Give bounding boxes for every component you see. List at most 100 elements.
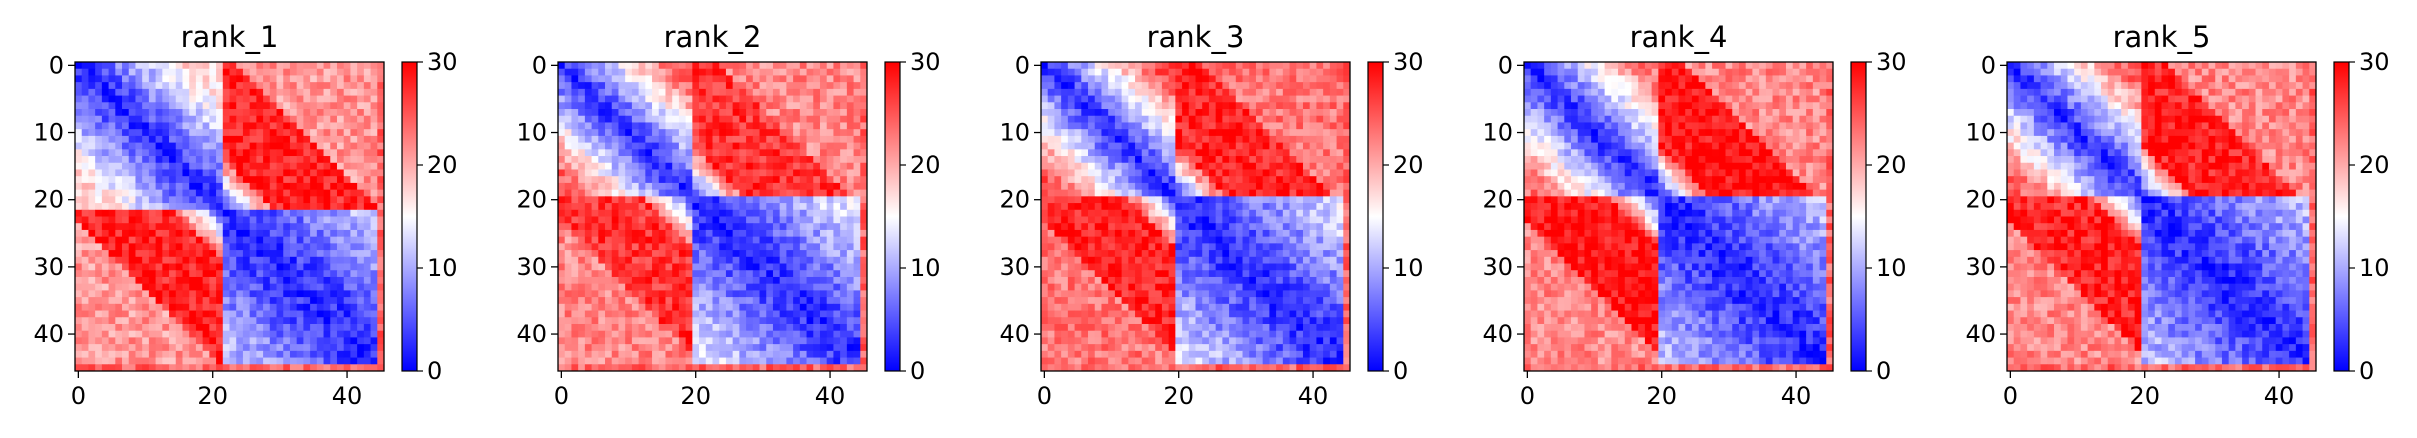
heatmap-cell (229, 216, 237, 224)
heatmap-cell (692, 216, 700, 224)
heatmap-cell (826, 364, 834, 372)
heatmap-cell (1114, 129, 1123, 137)
heatmap-cell (853, 256, 861, 264)
heatmap-cell (652, 196, 660, 204)
heatmap-cell (336, 203, 345, 211)
heatmap-cell (631, 229, 640, 238)
heatmap-cell (88, 122, 96, 130)
heatmap-cell (712, 216, 720, 224)
heatmap-cell (256, 317, 264, 325)
heatmap-cell (1329, 82, 1337, 90)
heatmap-cell (591, 122, 599, 130)
heatmap-cell (826, 263, 834, 271)
heatmap-cell (1242, 142, 1250, 150)
heatmap-cell (148, 62, 157, 70)
heatmap-cell (584, 290, 592, 298)
heatmap-cell (799, 82, 807, 90)
heatmap-cell (779, 95, 787, 103)
heatmap-cell (1289, 88, 1297, 96)
heatmap-cell (236, 317, 244, 325)
heatmap-cell (101, 350, 109, 358)
heatmap-cell (638, 223, 646, 231)
heatmap-cell (705, 88, 713, 96)
heatmap-cell (155, 102, 163, 110)
heatmap-cell (195, 189, 204, 197)
heatmap-cell (652, 337, 660, 345)
heatmap-cell (645, 216, 653, 224)
heatmap-cell (142, 182, 150, 191)
heatmap-cell (1329, 129, 1337, 137)
heatmap (558, 62, 868, 372)
heatmap-cell (1343, 142, 1351, 150)
heatmap-cell (108, 182, 116, 191)
heatmap-cell (142, 82, 150, 90)
heatmap-cell (739, 317, 747, 325)
heatmap-cell (370, 350, 378, 358)
heatmap-cell (249, 75, 257, 83)
heatmap-cell (638, 337, 646, 345)
heatmap-cell (222, 290, 230, 298)
heatmap-cell (1168, 75, 1176, 83)
heatmap-cell (1161, 129, 1170, 137)
heatmap-cell (1054, 129, 1062, 137)
heatmap-cell (357, 82, 365, 90)
heatmap-cell (377, 156, 385, 164)
heatmap-cell (229, 149, 237, 157)
heatmap-cell (377, 216, 385, 224)
heatmap-cell (772, 223, 781, 231)
heatmap-cell (357, 169, 365, 177)
heatmap-cell (746, 330, 754, 338)
heatmap-cell (1168, 102, 1176, 110)
heatmap-cell (1323, 82, 1331, 90)
heatmap-cell (1222, 75, 1230, 83)
heatmap-cell (772, 303, 781, 311)
heatmap-cell (564, 243, 572, 251)
heatmap-cell (598, 115, 606, 123)
heatmap-cell (296, 88, 304, 96)
heatmap-cell (564, 310, 572, 318)
heatmap-cell (752, 176, 760, 184)
heatmap-cell (705, 283, 713, 291)
heatmap-cell (343, 122, 351, 130)
heatmap-cell (175, 229, 183, 238)
heatmap-cell (692, 122, 700, 130)
heatmap-cell (799, 122, 807, 130)
heatmap-cell (303, 364, 311, 372)
heatmap-cell (169, 243, 177, 251)
heatmap-cell (645, 357, 653, 365)
heatmap-cell (269, 256, 277, 264)
heatmap-cell (1148, 156, 1156, 164)
heatmap-cell (135, 162, 143, 170)
heatmap-cell (330, 216, 338, 224)
heatmap-cell (853, 236, 861, 244)
heatmap-cell (719, 142, 727, 150)
heatmap-cell (692, 297, 700, 305)
heatmap-cell (678, 236, 687, 244)
heatmap-cell (631, 149, 640, 157)
heatmap-cell (685, 337, 693, 345)
heatmap-cell (148, 68, 157, 76)
heatmap-cell (115, 82, 123, 90)
heatmap-cell (1121, 122, 1129, 130)
heatmap-cell (672, 250, 680, 258)
heatmap-cell (692, 256, 700, 264)
heatmap-cell (330, 189, 338, 197)
heatmap-cell (249, 102, 257, 110)
heatmap-cell (289, 68, 298, 76)
heatmap-cell (108, 129, 116, 137)
heatmap-cell (752, 344, 760, 352)
heatmap-cell (618, 169, 626, 177)
heatmap-cell (357, 149, 365, 157)
heatmap-cell (357, 276, 365, 285)
heatmap-cell (719, 75, 727, 83)
heatmap-cell (296, 216, 304, 224)
heatmap-cell (122, 330, 130, 338)
heatmap-cell (256, 109, 264, 117)
heatmap-cell (826, 129, 834, 137)
heatmap-cell (598, 310, 606, 318)
heatmap-cell (1074, 88, 1082, 96)
heatmap-cell (591, 276, 599, 285)
heatmap-cell (564, 88, 572, 96)
heatmap-cell (357, 115, 365, 123)
